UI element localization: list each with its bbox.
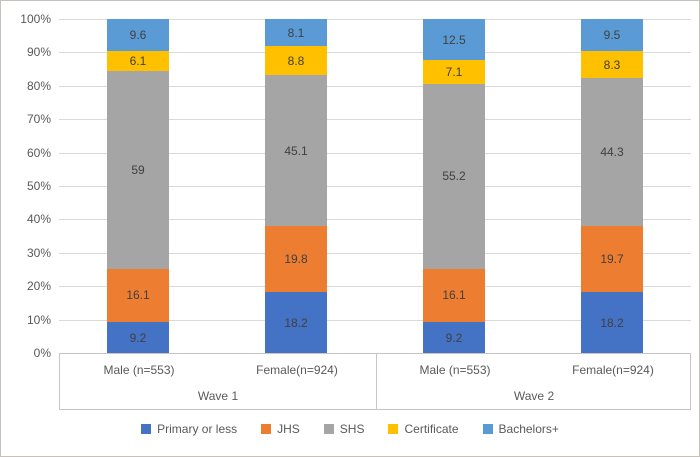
data-label: 12.5 — [442, 32, 466, 47]
stacked-bar: 9.2 16.1 55.2 7.1 12.5 — [423, 18, 485, 353]
gridline — [59, 252, 691, 254]
y-axis-tick-label: 80% — [26, 78, 51, 93]
y-axis-tick-label: 40% — [26, 212, 51, 227]
group-divider — [376, 354, 377, 409]
legend-item: Primary or less — [141, 422, 237, 436]
data-label: 18.2 — [284, 315, 308, 330]
bar-segment-bachelors-: 12.5 — [423, 18, 485, 61]
bar-segment-primary-or-less: 18.2 — [265, 292, 327, 353]
data-label: 6.1 — [129, 54, 147, 69]
data-label: 19.7 — [600, 252, 624, 267]
gridline — [59, 52, 691, 54]
legend-label: Primary or less — [157, 422, 238, 436]
category-label: Male (n=553) — [103, 363, 175, 377]
y-axis-tick-label: 100% — [20, 12, 51, 26]
legend-swatch-icon — [141, 424, 152, 434]
legend-label: SHS — [339, 422, 365, 436]
gridline — [59, 119, 691, 121]
data-label: 9.5 — [603, 27, 621, 42]
category-label: Female(n=924) — [572, 363, 654, 377]
bar-segment-primary-or-less: 9.2 — [107, 322, 169, 353]
legend: Primary or less JHS SHS Certificate Bachelor… — [1, 422, 699, 436]
y-axis-tick-label: 0% — [33, 346, 51, 360]
data-label: 55.2 — [442, 169, 466, 184]
bar-segment-bachelors-: 9.5 — [581, 19, 643, 51]
data-label: 8.3 — [603, 57, 621, 72]
bar-segment-certificate: 8.8 — [265, 46, 327, 76]
legend-item: Certificate — [388, 422, 459, 436]
gridline — [59, 319, 691, 321]
legend-item: JHS — [261, 422, 300, 436]
bar-segment-jhs: 16.1 — [423, 268, 485, 323]
category-label: Male (n=553) — [419, 363, 491, 377]
gridline — [59, 186, 691, 187]
bar-segment-primary-or-less: 18.2 — [581, 292, 643, 353]
data-label: 59 — [131, 162, 145, 177]
data-label: 44.3 — [600, 145, 624, 160]
legend-label: Certificate — [404, 422, 459, 436]
y-axis-tick-label: 50% — [26, 179, 51, 193]
legend-item: Bachelors+ — [482, 422, 559, 436]
legend-swatch-icon — [323, 424, 334, 434]
gridline — [59, 219, 691, 221]
bar-segment-jhs: 19.8 — [265, 226, 327, 293]
y-axis-tick-label: 10% — [26, 312, 51, 327]
bar-segment-certificate: 7.1 — [423, 60, 485, 85]
group-label: Wave 1 — [197, 389, 239, 403]
data-label: 9.2 — [445, 330, 463, 345]
data-label: 18.2 — [600, 315, 624, 330]
data-label: 16.1 — [442, 288, 466, 303]
bar-segment-shs: 59 — [107, 71, 169, 269]
bar-segment-bachelors-: 8.1 — [265, 19, 327, 47]
data-label: 8.8 — [287, 53, 305, 68]
bar-segment-certificate: 8.3 — [581, 50, 643, 79]
gridline — [59, 152, 691, 154]
gridline — [59, 286, 691, 288]
bar-segment-shs: 44.3 — [581, 78, 643, 227]
legend-label: Bachelors+ — [498, 422, 559, 436]
group-label: Wave 2 — [513, 389, 555, 403]
y-axis-tick-label: 90% — [26, 45, 51, 60]
legend-swatch-icon — [482, 424, 493, 434]
legend-swatch-icon — [388, 424, 399, 434]
data-label: 9.2 — [129, 330, 147, 345]
y-axis-tick-label: 30% — [26, 245, 51, 260]
bar-segment-bachelors-: 9.6 — [107, 19, 169, 52]
data-label: 45.1 — [284, 143, 308, 158]
data-label: 19.8 — [284, 252, 308, 267]
bar-segment-primary-or-less: 9.2 — [423, 322, 485, 353]
y-axis-tick-label: 60% — [26, 145, 51, 160]
data-label: 16.1 — [126, 288, 150, 303]
legend-label: JHS — [277, 422, 300, 436]
stacked-bar: 18.2 19.7 44.3 8.3 9.5 — [581, 19, 643, 353]
data-label: 7.1 — [445, 65, 463, 80]
gridline — [59, 19, 691, 20]
bar-segment-shs: 55.2 — [423, 84, 485, 269]
stacked-bar: 9.2 16.1 59 6.1 9.6 — [107, 19, 169, 353]
bar-segment-jhs: 16.1 — [107, 268, 169, 323]
legend-item: SHS — [323, 422, 365, 436]
category-axis-box: Male (n=553) Female(n=924) Male (n=553) Fem… — [59, 353, 691, 410]
data-label: 8.1 — [287, 25, 305, 40]
bar-segment-shs: 45.1 — [265, 75, 327, 227]
bar-segment-certificate: 6.1 — [107, 51, 169, 72]
legend-swatch-icon — [261, 424, 272, 434]
stacked-bar: 18.2 19.8 45.1 8.8 8.1 — [265, 19, 327, 353]
category-label: Female(n=924) — [256, 363, 338, 377]
y-axis-tick-label: 20% — [26, 279, 51, 294]
bar-segment-jhs: 19.7 — [581, 226, 643, 293]
y-axis-tick-label: 70% — [26, 112, 51, 127]
gridline — [59, 85, 691, 87]
data-label: 9.6 — [129, 28, 147, 43]
